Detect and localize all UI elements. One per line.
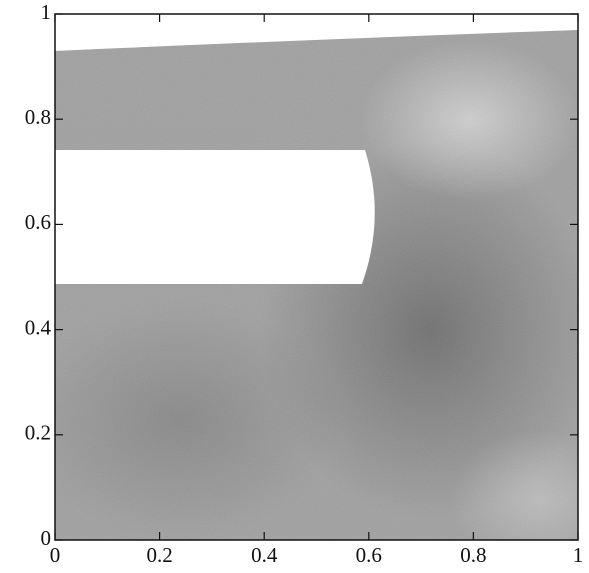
y-tick-label: 0 [41,526,52,550]
y-tick-label: 0.8 [25,105,51,129]
plot-frame [54,13,579,541]
x-tick-label: 1 [573,543,584,567]
x-tick-label: 0 [50,543,61,567]
x-tick-label: 0.8 [460,543,486,567]
y-tick-label: 0.6 [25,210,51,234]
y-tick-label: 0.4 [25,315,52,339]
density-field [55,30,578,540]
x-tick-label: 0.4 [251,543,278,567]
x-tick-label: 0.6 [356,543,382,567]
y-tick-label: 0.2 [25,421,51,445]
x-tick-label: 0.2 [146,543,172,567]
y-tick-label: 1 [41,0,52,24]
